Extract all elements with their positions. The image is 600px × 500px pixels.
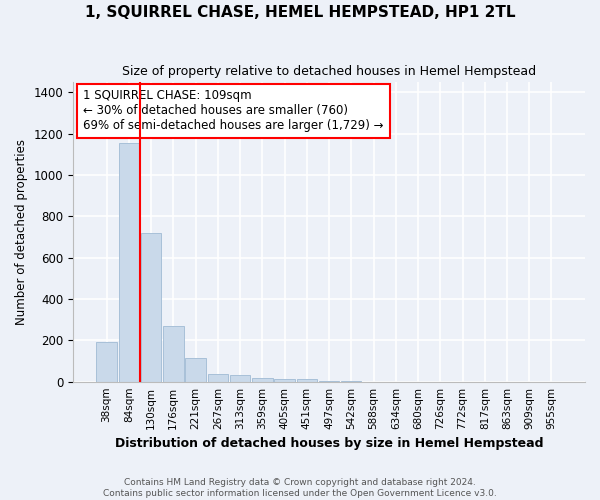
Bar [208, 374, 228, 382]
Y-axis label: Number of detached properties: Number of detached properties [15, 139, 28, 325]
Bar [96, 342, 117, 382]
Bar [141, 233, 161, 382]
Bar [252, 378, 272, 382]
Bar [185, 358, 206, 382]
Bar [274, 379, 295, 382]
Bar [163, 326, 184, 382]
Bar [119, 143, 139, 382]
Bar [296, 378, 317, 382]
Text: 1 SQUIRREL CHASE: 109sqm
← 30% of detached houses are smaller (760)
69% of semi-: 1 SQUIRREL CHASE: 109sqm ← 30% of detach… [83, 90, 384, 132]
X-axis label: Distribution of detached houses by size in Hemel Hempstead: Distribution of detached houses by size … [115, 437, 543, 450]
Bar [230, 376, 250, 382]
Text: 1, SQUIRREL CHASE, HEMEL HEMPSTEAD, HP1 2TL: 1, SQUIRREL CHASE, HEMEL HEMPSTEAD, HP1 … [85, 5, 515, 20]
Title: Size of property relative to detached houses in Hemel Hempstead: Size of property relative to detached ho… [122, 65, 536, 78]
Bar [319, 380, 339, 382]
Text: Contains HM Land Registry data © Crown copyright and database right 2024.
Contai: Contains HM Land Registry data © Crown c… [103, 478, 497, 498]
Bar [341, 381, 361, 382]
